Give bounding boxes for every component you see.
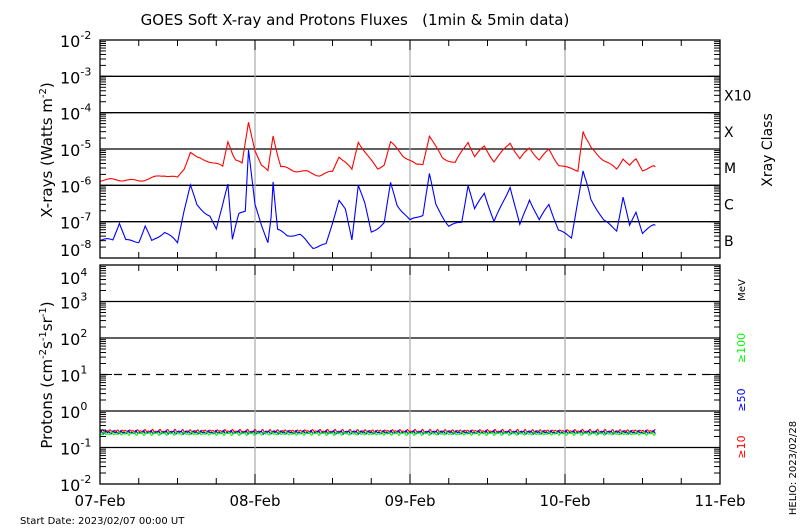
- y-tick-label: 10-5: [60, 138, 91, 160]
- legend-ge100: ≥100: [735, 333, 748, 363]
- y-tick-label: 103: [60, 291, 87, 313]
- series-line-long0108nm: [99, 122, 656, 182]
- tick-exponent: -2: [80, 473, 91, 486]
- tick-exponent: -5: [80, 138, 91, 151]
- y-tick-label: 102: [60, 327, 87, 349]
- y-tick-label: 101: [60, 364, 87, 386]
- xray-class-label: X10: [724, 89, 751, 105]
- xray-class-label: C: [724, 198, 734, 214]
- chart-title: GOES Soft X-ray and Protons Fluxes (1min…: [141, 11, 570, 29]
- x-tick-label: 09-Feb: [384, 492, 435, 510]
- y-tick-label: 10-4: [60, 102, 91, 124]
- start-date-label: Start Date: 2023/02/07 00:00 UT: [20, 516, 185, 527]
- y-tick-label: 10-6: [60, 174, 91, 196]
- tick-base: 10: [60, 440, 80, 459]
- xray-class-label: M: [724, 161, 736, 177]
- y-tick-label: 10-7: [60, 211, 91, 233]
- legend-ge50: ≥50: [735, 388, 748, 411]
- tick-exponent: -2: [80, 29, 91, 42]
- tick-exponent: -1: [80, 437, 91, 450]
- tick-exponent: -8: [80, 238, 91, 251]
- tick-exponent: 1: [80, 364, 87, 377]
- tick-exponent: 2: [80, 327, 87, 340]
- tick-base: 10: [60, 403, 80, 422]
- y-tick-label: 100: [60, 400, 87, 422]
- y-tick-label: 10-3: [60, 65, 91, 87]
- y-tick-label: 104: [60, 266, 87, 288]
- tick-base: 10: [60, 32, 80, 51]
- x-tick-label: 11-Feb: [694, 492, 745, 510]
- tick-exponent: 0: [80, 400, 87, 413]
- tick-base: 10: [60, 214, 80, 233]
- xray-y-axis-label: X-rays (Watts m-2): [38, 82, 56, 217]
- tick-base: 10: [60, 68, 80, 87]
- y-tick-label: 10-2: [60, 29, 91, 51]
- tick-base: 10: [60, 241, 80, 260]
- x-tick-label: 07-Feb: [74, 492, 125, 510]
- tick-base: 10: [60, 269, 80, 288]
- xray-class-label: B: [724, 234, 734, 250]
- tick-base: 10: [60, 330, 80, 349]
- legend-ge10: ≥10: [735, 435, 748, 458]
- mev-unit-label: MeV: [737, 279, 748, 301]
- tick-exponent: -7: [80, 211, 91, 224]
- proton-y-axis-label: Protons (cm-2s-1sr-1): [38, 301, 56, 448]
- y-tick-label: 10-8: [60, 238, 91, 260]
- series-line-short00504nm: [99, 149, 656, 250]
- tick-base: 10: [60, 367, 80, 386]
- tick-base: 10: [60, 105, 80, 124]
- y-tick-label: 10-1: [60, 437, 91, 459]
- tick-base: 10: [60, 177, 80, 196]
- series-line-100: [99, 431, 656, 437]
- xray-class-axis-title: Xray Class: [760, 113, 776, 187]
- tick-exponent: -4: [80, 102, 91, 115]
- tick-exponent: -3: [80, 65, 91, 78]
- x-tick-label: 08-Feb: [229, 492, 280, 510]
- helio-stamp: HELIO: 2023/02/28: [788, 421, 799, 515]
- tick-exponent: 4: [80, 266, 87, 279]
- tick-base: 10: [60, 294, 80, 313]
- tick-base: 10: [60, 141, 80, 160]
- tick-base: 10: [60, 476, 80, 495]
- y-tick-label: 10-2: [60, 473, 91, 495]
- xray-class-label: X: [724, 125, 734, 141]
- tick-exponent: 3: [80, 291, 87, 304]
- x-tick-label: 10-Feb: [539, 492, 590, 510]
- tick-exponent: -6: [80, 174, 91, 187]
